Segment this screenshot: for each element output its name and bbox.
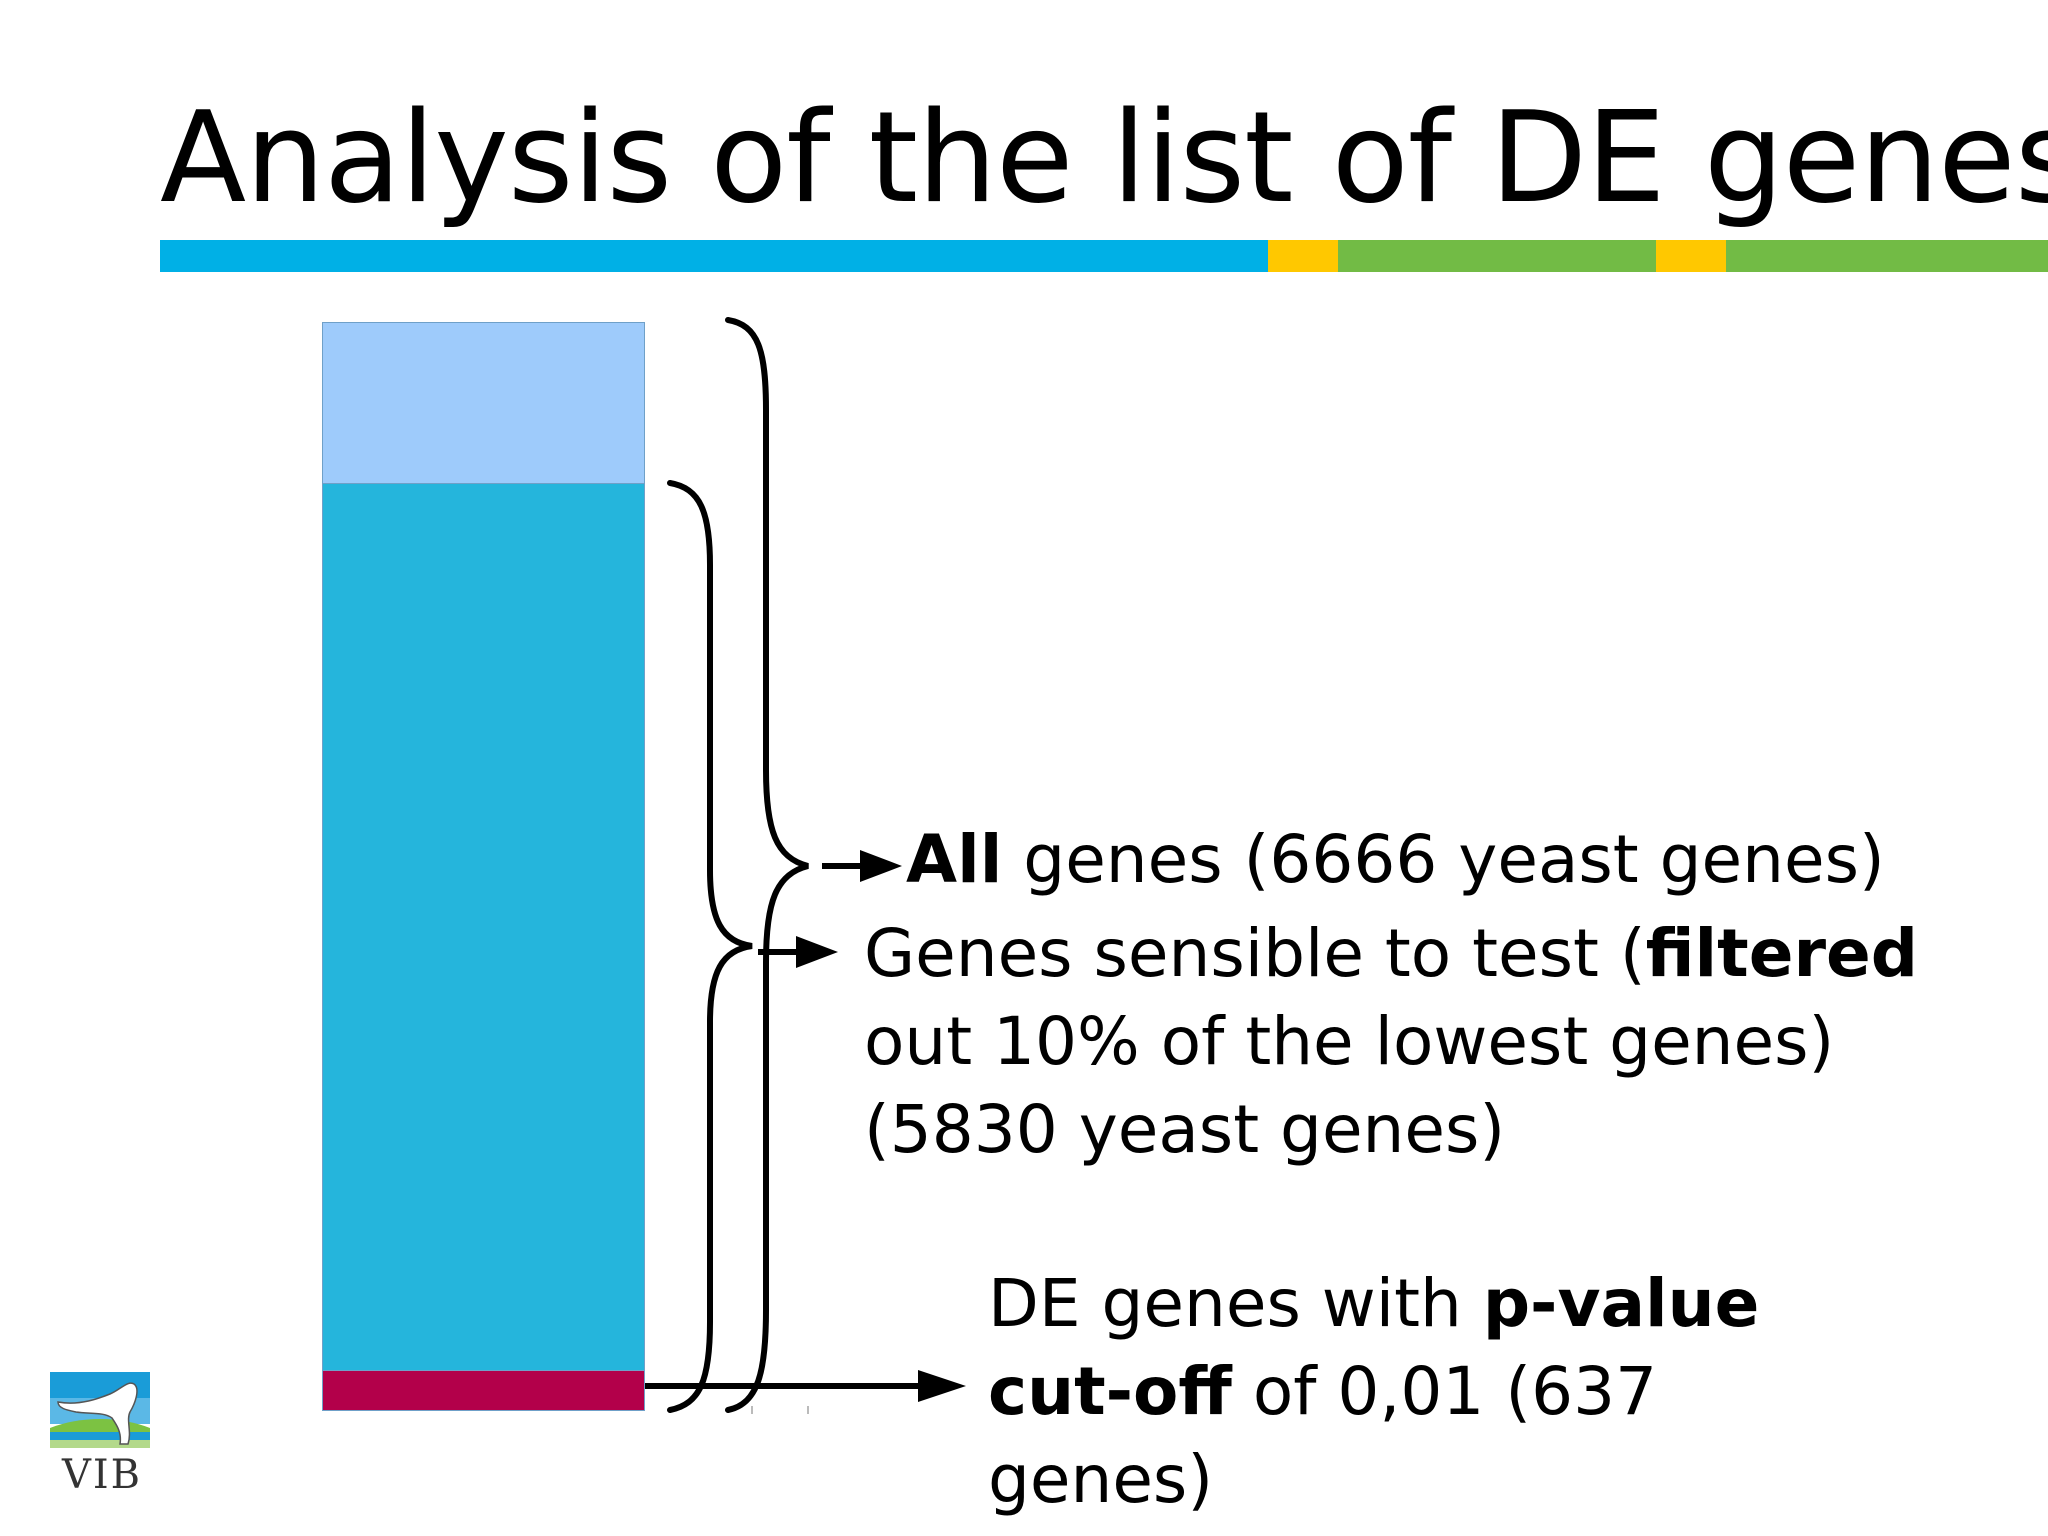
label-de-line-1: DE genes with p-value	[988, 1260, 1759, 1348]
label-de-line-2: cut-off of 0,01 (637	[988, 1348, 1759, 1436]
bar-segment-sensible-genes	[322, 483, 645, 1371]
header-band-green-1	[1338, 240, 1656, 272]
vib-logo-icon	[50, 1372, 150, 1448]
label-all-genes-rest: genes (6666 yeast genes)	[1002, 821, 1885, 898]
label-de-line-1-bold: p-value	[1482, 1265, 1760, 1342]
label-de-line-1-text: DE genes with	[988, 1265, 1483, 1342]
label-sensible-line-3: (5830 yeast genes)	[864, 1091, 1506, 1168]
vib-logo-text: VIB	[61, 1452, 143, 1498]
label-de-line-3: genes)	[988, 1441, 1214, 1518]
label-de-line-2-bold: cut-off	[988, 1353, 1232, 1430]
label-de-genes: DE genes with p-value cut-off of 0,01 (6…	[988, 1260, 1759, 1524]
label-de-line-2-text: of 0,01 (637	[1231, 1353, 1658, 1430]
arrow-all-genes	[822, 850, 902, 882]
arrow-sensible-genes	[758, 936, 838, 968]
bar-segment-de-genes	[322, 1370, 645, 1411]
label-sensible-line-2: out 10% of the lowest genes)	[864, 1003, 1835, 1080]
arrow-de-genes	[645, 1370, 966, 1402]
header-band-yellow-1	[1268, 240, 1338, 272]
label-sensible-line-1-text: Genes sensible to test (	[864, 915, 1646, 992]
header-band-blue	[160, 240, 1268, 272]
label-all-genes: All genes (6666 yeast genes)	[906, 816, 1885, 904]
brace-all-genes	[725, 317, 809, 1413]
label-sensible-line-1: Genes sensible to test (filtered	[864, 910, 1918, 998]
header-band-yellow-2	[1656, 240, 1726, 272]
label-sensible-genes: Genes sensible to test (filtered out 10%…	[864, 910, 1918, 1174]
label-sensible-line-1-bold: filtered	[1645, 915, 1919, 992]
header-band-green-2	[1726, 240, 2048, 272]
slide-title: Analysis of the list of DE genes	[160, 84, 2048, 231]
brace-sensible-genes	[667, 480, 753, 1413]
label-all-genes-bold: All	[906, 821, 1003, 898]
